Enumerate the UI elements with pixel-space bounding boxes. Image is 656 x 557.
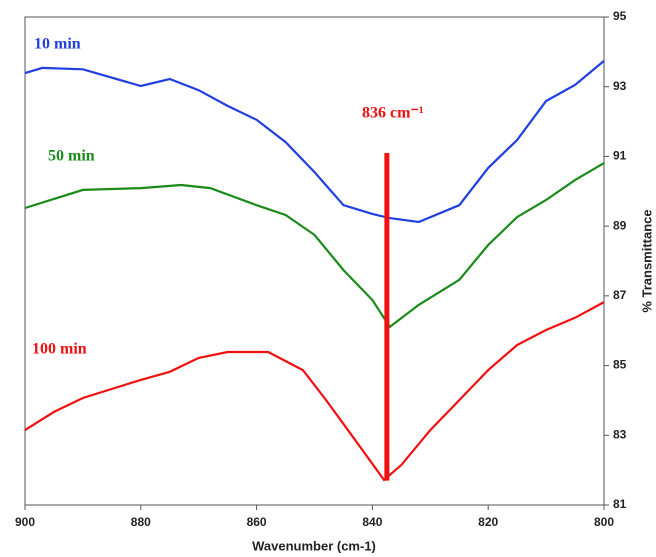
y-axis-title: % Transmittance [639,209,654,312]
x-tick-label: 880 [131,515,151,529]
series-label: 10 min [34,36,81,53]
series-label: 50 min [48,148,95,165]
series-line [24,60,605,224]
y-tick-label: 83 [613,427,627,441]
x-tick-label: 840 [362,515,382,529]
y-tick-label: 81 [613,497,627,511]
x-tick-label: 860 [247,515,267,529]
y-tick-label: 89 [613,218,627,232]
series-line [24,301,605,482]
y-tick-label: 91 [613,149,627,163]
x-tick-label: 820 [478,515,498,529]
y-tick-label: 95 [613,9,627,23]
x-tick-label: 800 [594,515,614,529]
x-tick-label: 900 [15,515,35,529]
annotation-text: 836 cm⁻¹ [362,105,424,122]
y-tick-label: 85 [613,358,627,372]
series-line [24,162,605,329]
plot-frame [24,16,605,506]
series-label: 100 min [32,341,87,358]
y-tick-label: 93 [613,79,627,93]
y-tick-label: 87 [613,288,627,302]
x-axis-title: Wavenumber (cm-1) [252,538,376,553]
